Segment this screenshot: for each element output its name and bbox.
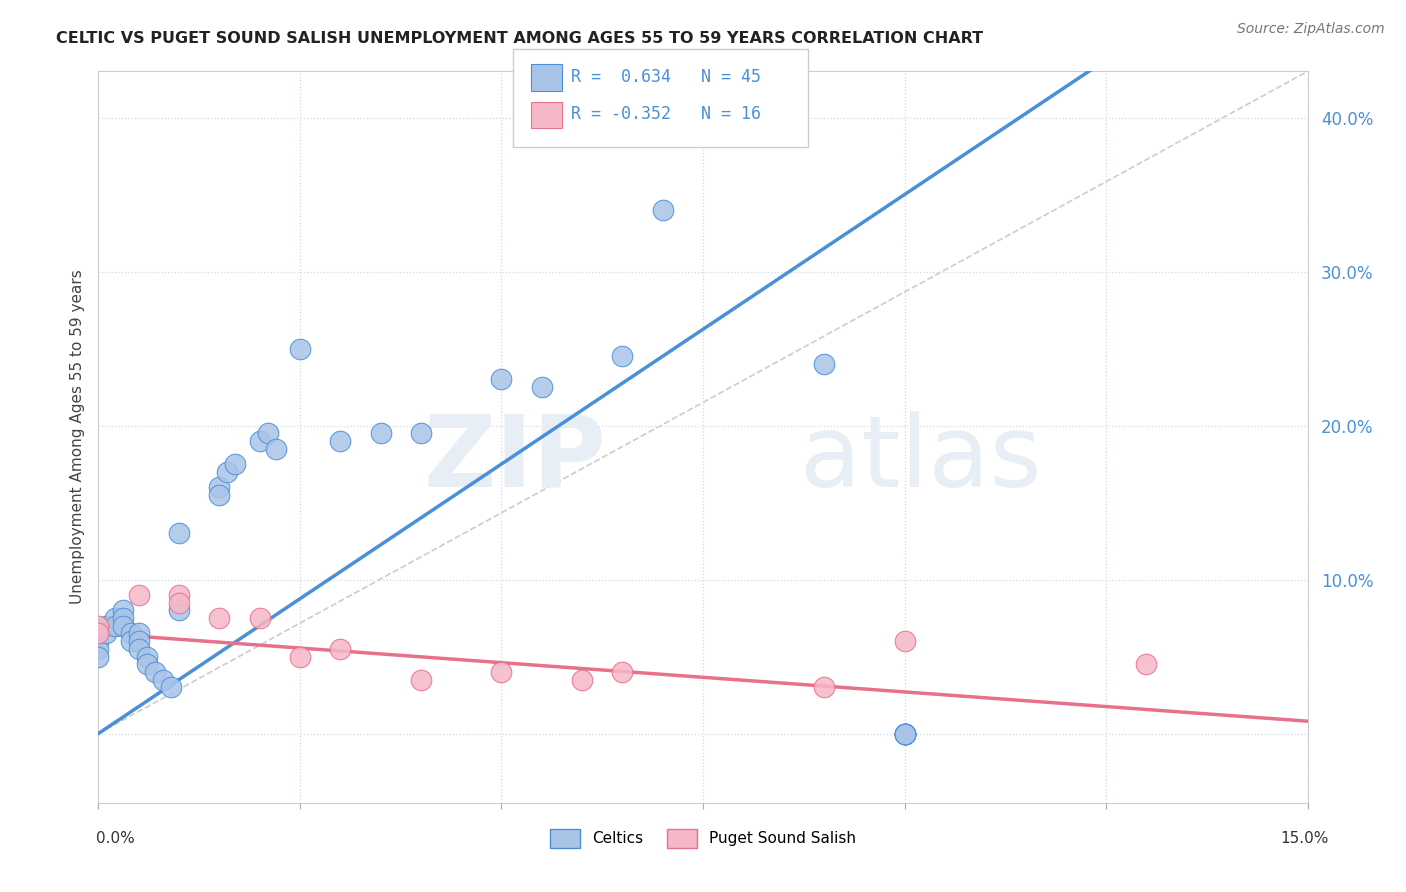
Point <box>128 588 150 602</box>
Point <box>329 641 352 656</box>
Text: R = -0.352   N = 16: R = -0.352 N = 16 <box>571 105 761 123</box>
Text: atlas: atlas <box>800 410 1042 508</box>
Point <box>256 426 278 441</box>
Point <box>87 626 110 640</box>
Point <box>409 426 432 441</box>
Point <box>167 596 190 610</box>
Point <box>288 649 311 664</box>
Legend: Celtics, Puget Sound Salish: Celtics, Puget Sound Salish <box>544 822 862 854</box>
Point <box>249 611 271 625</box>
Point <box>893 726 915 740</box>
Point <box>651 202 673 217</box>
Point <box>167 588 190 602</box>
Point <box>409 673 432 687</box>
Point <box>167 526 190 541</box>
Point <box>224 457 246 471</box>
Point <box>152 673 174 687</box>
Point <box>120 626 142 640</box>
Point <box>370 426 392 441</box>
Point <box>87 634 110 648</box>
Point <box>571 673 593 687</box>
Point <box>128 641 150 656</box>
Text: 15.0%: 15.0% <box>1281 831 1329 846</box>
Point <box>893 726 915 740</box>
Text: 0.0%: 0.0% <box>96 831 135 846</box>
Point <box>111 603 134 617</box>
Point <box>893 726 915 740</box>
Text: ZIP: ZIP <box>423 410 606 508</box>
Point <box>87 641 110 656</box>
Point <box>135 649 157 664</box>
Point <box>491 665 513 679</box>
Point <box>128 626 150 640</box>
Point <box>128 634 150 648</box>
Point <box>96 626 118 640</box>
Point <box>143 665 166 679</box>
Point <box>208 488 231 502</box>
Point <box>167 603 190 617</box>
Point <box>87 626 110 640</box>
Point <box>893 726 915 740</box>
Point <box>893 634 915 648</box>
Point <box>813 681 835 695</box>
Point <box>612 349 634 363</box>
Text: CELTIC VS PUGET SOUND SALISH UNEMPLOYMENT AMONG AGES 55 TO 59 YEARS CORRELATION : CELTIC VS PUGET SOUND SALISH UNEMPLOYMEN… <box>56 31 983 46</box>
Point <box>893 726 915 740</box>
Point <box>103 618 125 632</box>
Point <box>264 442 287 456</box>
Point <box>813 357 835 371</box>
Point <box>87 618 110 632</box>
Y-axis label: Unemployment Among Ages 55 to 59 years: Unemployment Among Ages 55 to 59 years <box>69 269 84 605</box>
Point <box>111 618 134 632</box>
Point <box>103 611 125 625</box>
Point <box>491 372 513 386</box>
Point <box>1135 657 1157 672</box>
Point <box>208 480 231 494</box>
Point <box>120 634 142 648</box>
Point <box>249 434 271 448</box>
Point <box>612 665 634 679</box>
Point <box>135 657 157 672</box>
Point <box>160 681 183 695</box>
Point <box>96 618 118 632</box>
Text: R =  0.634   N = 45: R = 0.634 N = 45 <box>571 68 761 86</box>
Point <box>329 434 352 448</box>
Point <box>530 380 553 394</box>
Point <box>217 465 239 479</box>
Point <box>893 726 915 740</box>
Point <box>208 611 231 625</box>
Point <box>288 342 311 356</box>
Point <box>87 649 110 664</box>
Point <box>111 611 134 625</box>
Text: Source: ZipAtlas.com: Source: ZipAtlas.com <box>1237 22 1385 37</box>
